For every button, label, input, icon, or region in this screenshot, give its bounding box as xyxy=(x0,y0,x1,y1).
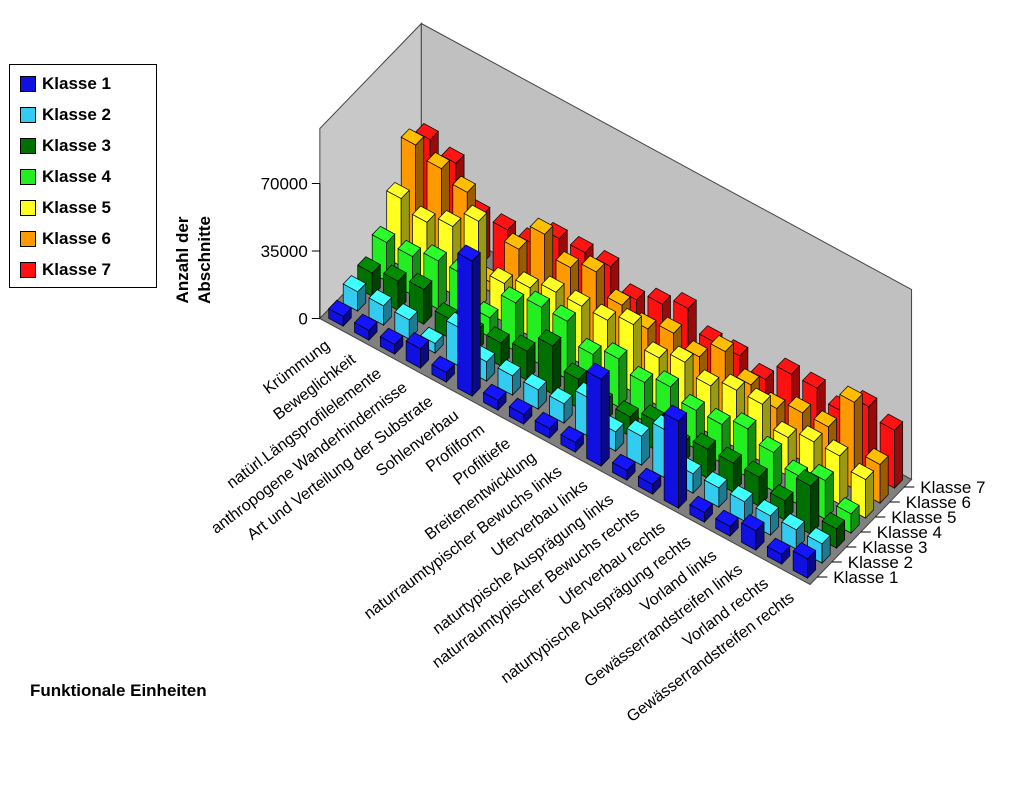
bar xyxy=(836,497,860,534)
bar xyxy=(523,373,547,410)
bar xyxy=(486,326,510,367)
bar xyxy=(394,303,418,340)
bar xyxy=(534,411,559,439)
bar xyxy=(729,485,754,522)
bar xyxy=(781,513,805,550)
legend-label: Klasse 3 xyxy=(42,136,111,155)
bar xyxy=(357,256,381,297)
y-axis-title: Anzahl der Abschnitte xyxy=(173,216,214,304)
bar xyxy=(379,327,404,355)
legend-label: Klasse 4 xyxy=(42,167,111,186)
bar xyxy=(703,471,728,508)
bar xyxy=(457,244,481,397)
bar xyxy=(850,462,875,519)
legend-swatch xyxy=(20,138,36,154)
legend-label: Klasse 1 xyxy=(42,74,111,93)
y-axis: 0 35000 70000 xyxy=(261,175,321,329)
bars xyxy=(328,123,904,579)
y-tick-label: 35000 xyxy=(261,242,308,261)
bar xyxy=(586,362,610,467)
bar xyxy=(611,453,636,481)
bar xyxy=(368,289,393,326)
bar xyxy=(744,460,768,507)
bar xyxy=(549,387,573,424)
bar xyxy=(482,383,507,411)
bar xyxy=(342,275,367,312)
legend-swatch xyxy=(20,200,36,216)
legend-item: Klasse 4 xyxy=(20,166,111,188)
bar xyxy=(663,404,688,509)
bar xyxy=(353,313,378,341)
x-tick-label: anthropogene Wanderhindernisse xyxy=(208,379,410,537)
legend-item: Klasse 1 xyxy=(20,73,111,95)
bar xyxy=(740,514,765,551)
bar xyxy=(766,537,791,565)
depth-tick-label: Klasse 6 xyxy=(906,493,971,512)
x-axis-title: Funktionale Einheiten xyxy=(30,681,207,700)
legend-item: Klasse 5 xyxy=(20,197,111,219)
x-tick-label: Art und Verteilung der Substrate xyxy=(244,393,436,544)
bar xyxy=(431,355,456,383)
legend-label: Klasse 6 xyxy=(42,229,111,248)
legend-item: Klasse 6 xyxy=(20,228,111,250)
depth-tick-label: Klasse 4 xyxy=(877,523,942,542)
depth-tick-label: Klasse 3 xyxy=(862,538,927,557)
y-tick-label: 0 xyxy=(298,310,307,329)
bar xyxy=(405,332,430,369)
legend-item: Klasse 2 xyxy=(20,104,111,126)
bar xyxy=(626,419,651,466)
bar xyxy=(508,397,533,425)
bar xyxy=(792,542,817,579)
legend-swatch xyxy=(20,76,36,92)
legend-label: Klasse 5 xyxy=(42,198,111,217)
legend-swatch xyxy=(20,169,36,185)
bar xyxy=(603,342,628,408)
depth-tick-label: Klasse 2 xyxy=(848,553,913,572)
bar xyxy=(637,467,662,495)
depth-tick-label: Klasse 1 xyxy=(833,568,898,587)
bar xyxy=(497,359,522,396)
legend-label: Klasse 2 xyxy=(42,105,111,124)
bar xyxy=(689,495,714,523)
legend-swatch xyxy=(20,231,36,247)
bar xyxy=(560,425,585,453)
legend-swatch xyxy=(20,107,36,123)
y-tick-label: 70000 xyxy=(261,175,308,194)
legend-swatch xyxy=(20,262,36,278)
bar xyxy=(821,512,846,549)
legend: Klasse 1 Klasse 2 Klasse 3 Klasse 4 Klasse 5… xyxy=(9,64,157,288)
depth-tick-label: Klasse 7 xyxy=(920,478,985,497)
depth-tick-label: Klasse 5 xyxy=(891,508,956,527)
legend-item: Klasse 3 xyxy=(20,135,111,157)
legend-item: Klasse 7 xyxy=(20,259,111,281)
bar xyxy=(328,299,352,327)
bar xyxy=(715,509,739,537)
legend-label: Klasse 7 xyxy=(42,260,111,279)
bar xyxy=(423,244,447,310)
